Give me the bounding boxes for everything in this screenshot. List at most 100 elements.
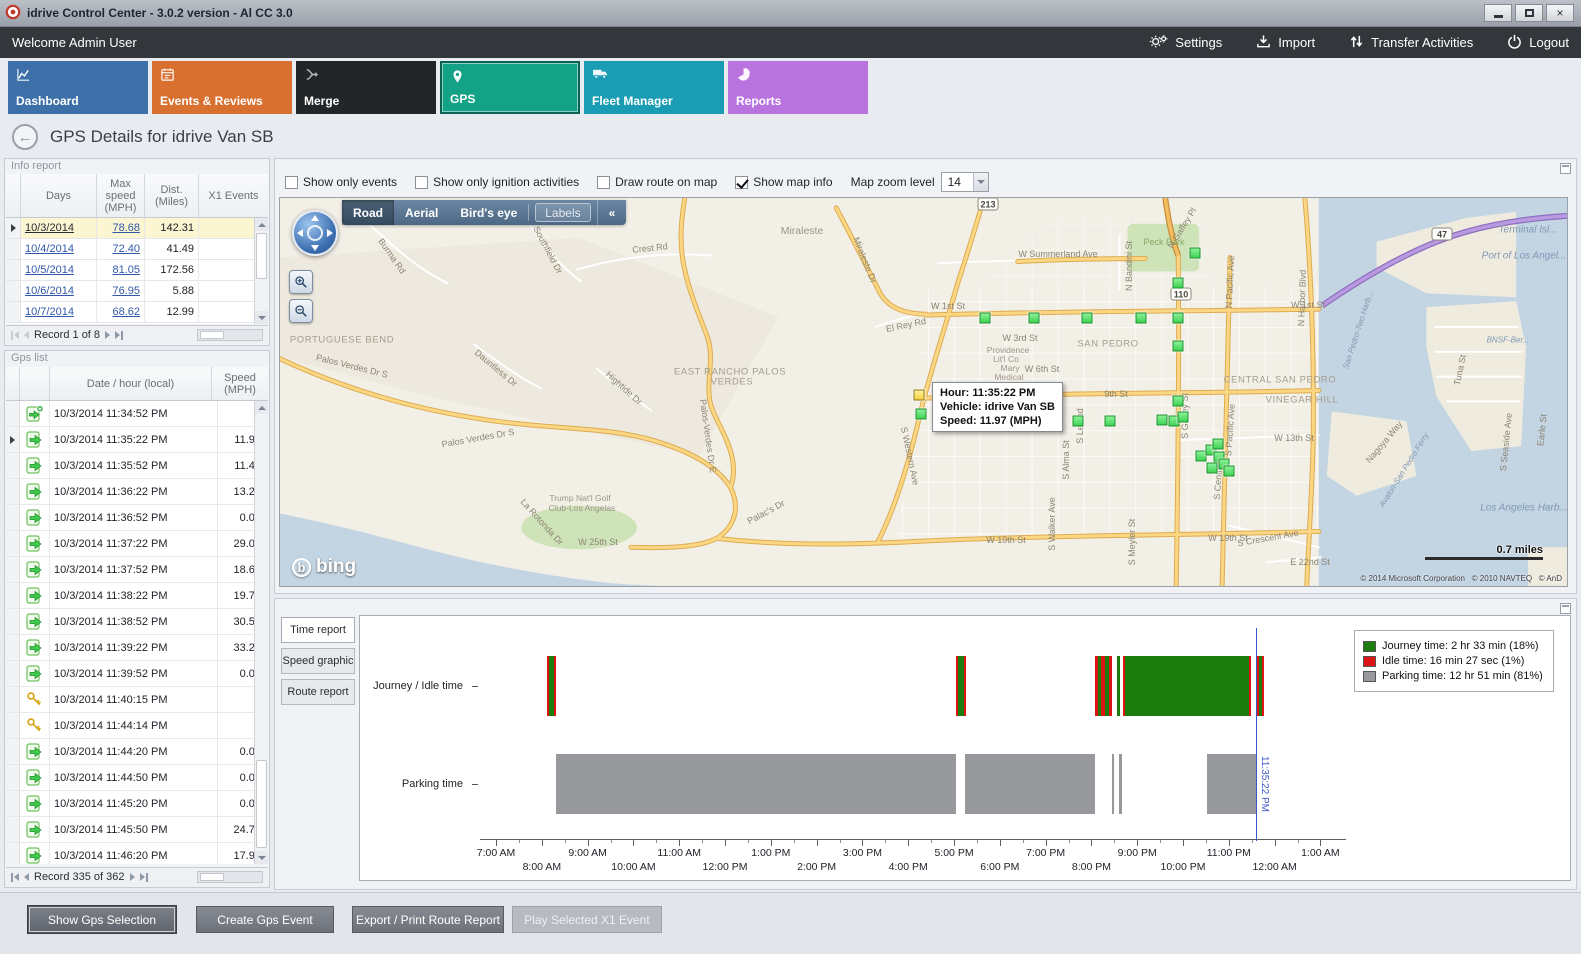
gps-row[interactable]: 10/3/2014 11:44:20 PM 0.00	[6, 739, 268, 765]
gps-marker[interactable]	[1028, 312, 1040, 324]
back-button[interactable]	[12, 124, 38, 150]
pan-east-icon[interactable]	[327, 229, 333, 237]
tab-fleet-manager[interactable]: Fleet Manager	[584, 61, 724, 114]
checkbox-box[interactable]	[597, 175, 611, 189]
gps-marker[interactable]	[1223, 465, 1235, 477]
table-row[interactable]: 10/5/2014 81.05 172.56	[6, 260, 268, 281]
gps-row[interactable]: 10/3/2014 11:45:20 PM 0.00	[6, 791, 268, 817]
tab-route-report[interactable]: Route report	[281, 679, 355, 705]
gps-row[interactable]: 10/3/2014 11:40:15 PM	[6, 687, 268, 713]
max-speed-link[interactable]: 81.05	[97, 260, 145, 280]
gps-marker[interactable]	[1195, 450, 1207, 462]
map-zoom-select[interactable]: 14	[940, 172, 989, 192]
checkbox-box[interactable]	[735, 175, 749, 189]
scroll-up-arrow[interactable]	[255, 218, 268, 231]
gps-marker[interactable]	[1172, 312, 1184, 324]
last-page-button[interactable]	[115, 330, 124, 340]
gps-row[interactable]: 10/3/2014 11:39:22 PM 33.21	[6, 635, 268, 661]
gps-marker[interactable]	[1072, 415, 1084, 427]
map-view-aerial[interactable]: Aerial	[405, 205, 439, 220]
scrollbar-thumb[interactable]	[256, 760, 267, 848]
first-page-button[interactable]	[11, 872, 19, 882]
column-header-x1-events[interactable]: X1 Events	[208, 189, 259, 202]
scroll-up-arrow[interactable]	[255, 401, 268, 414]
minimize-button[interactable]	[1484, 4, 1512, 22]
info-table-scrollbar[interactable]	[254, 218, 268, 324]
max-speed-link[interactable]: 78.68	[97, 218, 145, 238]
zoom-out-button[interactable]	[289, 299, 313, 323]
title-bar[interactable]: idrive Control Center - 3.0.2 version - …	[0, 0, 1581, 27]
gps-marker[interactable]	[1081, 312, 1093, 324]
last-page-button[interactable]	[139, 872, 148, 882]
zoom-in-button[interactable]	[289, 270, 313, 294]
prev-page-button[interactable]	[24, 873, 29, 881]
import-button[interactable]: Import	[1256, 34, 1315, 52]
pan-west-icon[interactable]	[297, 229, 303, 237]
day-link[interactable]: 10/5/2014	[21, 260, 97, 280]
next-page-button[interactable]	[129, 873, 135, 881]
map-labels-toggle[interactable]: Labels	[535, 203, 591, 222]
day-link[interactable]: 10/7/2014	[21, 302, 97, 322]
gps-row[interactable]: 10/3/2014 11:35:22 PM 11.97	[6, 427, 268, 453]
column-header-date-hour[interactable]: Date / hour (local)	[50, 367, 212, 400]
create-gps-event-button[interactable]: Create Gps Event	[196, 906, 334, 933]
gps-row[interactable]: 10/3/2014 11:38:52 PM 30.55	[6, 609, 268, 635]
max-speed-link[interactable]: 76.95	[97, 281, 145, 301]
max-speed-link[interactable]: 68.62	[97, 302, 145, 322]
column-header-days[interactable]: Days	[21, 174, 97, 217]
tab-events-reviews[interactable]: Events & Reviews	[152, 61, 292, 114]
gps-row[interactable]: 10/3/2014 11:39:52 PM 0.00	[6, 661, 268, 687]
gps-row[interactable]: 10/3/2014 11:45:50 PM 24.75	[6, 817, 268, 843]
tab-speed-graphic[interactable]: Speed graphic	[281, 648, 355, 674]
gps-row[interactable]: 10/3/2014 11:44:14 PM	[6, 713, 268, 739]
tab-reports[interactable]: Reports	[728, 61, 868, 114]
gps-marker[interactable]	[1206, 462, 1218, 474]
map-compass-control[interactable]	[292, 210, 338, 256]
table-row[interactable]: 10/7/2014 68.62 12.99	[6, 302, 268, 323]
gps-marker[interactable]	[1172, 277, 1184, 289]
gps-marker[interactable]	[1189, 247, 1201, 259]
pan-north-icon[interactable]	[311, 215, 319, 221]
gps-table-scrollbar[interactable]	[254, 401, 268, 864]
checkbox-show-only-events[interactable]: Show only events	[285, 175, 397, 189]
tab-merge[interactable]: Merge	[296, 61, 436, 114]
column-header-dist[interactable]: Dist. (Miles)	[145, 174, 199, 217]
close-button[interactable]: ×	[1546, 4, 1574, 22]
checkbox-box[interactable]	[415, 175, 429, 189]
gps-marker[interactable]	[1177, 411, 1189, 423]
scroll-down-arrow[interactable]	[255, 851, 268, 864]
checkbox-show-only-ignition[interactable]: Show only ignition activities	[415, 175, 579, 189]
max-speed-link[interactable]: 72.40	[97, 239, 145, 259]
scrollbar-thumb[interactable]	[256, 233, 267, 279]
gps-marker[interactable]	[1104, 415, 1116, 427]
map-canvas[interactable]: Burma Rd Southfield Dr Crest Rd Miraleste Mi…	[279, 197, 1568, 587]
transfer-activities-button[interactable]: Transfer Activities	[1349, 34, 1473, 52]
map-view-birdseye[interactable]: Bird's eye	[460, 205, 518, 220]
gps-marker[interactable]	[915, 408, 927, 420]
table-row[interactable]: 10/4/2014 72.40 41.49	[6, 239, 268, 260]
dropdown-button[interactable]	[972, 173, 988, 191]
logout-button[interactable]: Logout	[1507, 34, 1569, 52]
gps-row[interactable]: 10/3/2014 11:36:22 PM 13.28	[6, 479, 268, 505]
map-nav-collapse-button[interactable]: «	[596, 200, 627, 225]
gps-marker[interactable]	[979, 312, 991, 324]
table-row[interactable]: 10/3/2014 78.68 142.31	[6, 218, 268, 239]
horizontal-scrollbar[interactable]	[197, 329, 263, 341]
gps-row[interactable]: 10/3/2014 11:35:52 PM 11.47	[6, 453, 268, 479]
gps-row[interactable]: 10/3/2014 11:44:50 PM 0.00	[6, 765, 268, 791]
checkbox-show-map-info[interactable]: Show map info	[735, 175, 833, 189]
gps-marker[interactable]	[1205, 444, 1217, 456]
collapse-panel-button[interactable]	[1560, 163, 1571, 174]
map-view-road[interactable]: Road	[342, 200, 394, 225]
gps-marker[interactable]	[1135, 312, 1147, 324]
column-header-speed[interactable]: Speed (MPH)	[224, 371, 256, 396]
day-link[interactable]: 10/6/2014	[21, 281, 97, 301]
gps-row[interactable]: 10/3/2014 11:37:22 PM 29.05	[6, 531, 268, 557]
show-gps-selection-button[interactable]: Show Gps Selection	[28, 906, 176, 933]
gps-row[interactable]: 10/3/2014 11:34:52 PM	[6, 401, 268, 427]
gps-row[interactable]: 10/3/2014 11:37:52 PM 18.63	[6, 557, 268, 583]
checkbox-draw-route[interactable]: Draw route on map	[597, 175, 717, 189]
next-page-button[interactable]	[105, 331, 111, 339]
collapse-panel-button[interactable]	[1560, 603, 1571, 614]
gps-row[interactable]: 10/3/2014 11:36:52 PM 0.00	[6, 505, 268, 531]
